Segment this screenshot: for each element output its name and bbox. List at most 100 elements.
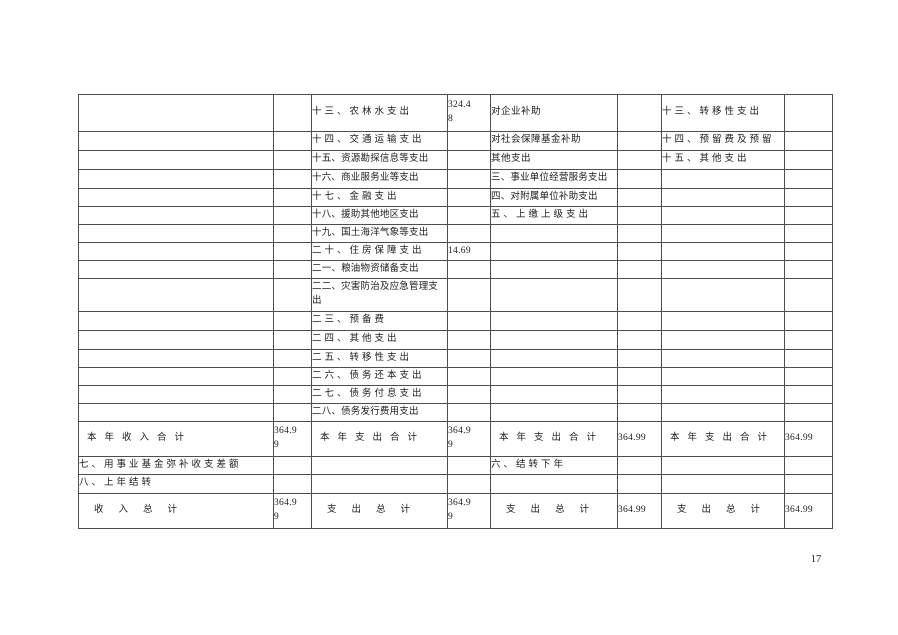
table-cell (784, 206, 833, 225)
table-cell: 对企业补助 (490, 94, 618, 132)
table-cell (311, 456, 448, 475)
table-cell (311, 474, 448, 494)
table-cell: 364.99 (617, 493, 662, 529)
table-cell (490, 330, 618, 350)
table-cell (78, 242, 274, 261)
table-cell (78, 330, 274, 350)
table-cell (78, 224, 274, 243)
table-cell (617, 367, 662, 386)
table-cell: 二三、预备费 (311, 311, 448, 331)
table-cell (78, 349, 274, 368)
table-cell (784, 456, 833, 475)
table-row: 二六、债务还本支出 (78, 367, 833, 386)
table-cell: 六、结转下年 (490, 456, 618, 475)
table-cell (447, 403, 491, 422)
table-cell (273, 94, 312, 132)
table-cell: 364.9 9 (447, 493, 491, 529)
table-cell (490, 224, 618, 243)
table-cell (490, 260, 618, 279)
table-cell: 对社会保障基金补助 (490, 131, 618, 151)
table-cell: 十五、其他支出 (661, 150, 785, 170)
table-cell (617, 456, 662, 475)
table-cell: 364.9 9 (273, 421, 312, 457)
table-cell (617, 131, 662, 151)
table-cell (661, 224, 785, 243)
table-cell (784, 385, 833, 404)
table-cell (447, 349, 491, 368)
table-cell: 364.9 9 (447, 421, 491, 457)
table-cell: 本年支出合计 (661, 421, 785, 457)
table-cell (784, 349, 833, 368)
table-row: 二七、债务付息支出 (78, 385, 833, 404)
table-cell (447, 456, 491, 475)
table-cell: 其他支出 (490, 150, 618, 170)
table-cell (273, 242, 312, 261)
table-cell: 二四、其他支出 (311, 330, 448, 350)
table-cell (661, 311, 785, 331)
table-cell (617, 242, 662, 261)
table-row: 七、用事业基金弥补收支差额 六、结转下年 (78, 456, 833, 475)
table-cell (273, 385, 312, 404)
table-cell: 二一、粮油物资储备支出 (311, 260, 448, 279)
table-cell (273, 188, 312, 207)
table-cell (661, 242, 785, 261)
table-cell (490, 278, 618, 312)
table-cell (661, 330, 785, 350)
table-cell: 本年支出合计 (311, 421, 448, 457)
table-cell (784, 311, 833, 331)
table-cell: 十三、转移性支出 (661, 94, 785, 132)
table-cell (273, 169, 312, 189)
table-row: 十六、商业服务业等支出 三、事业单位经营服务支出 (78, 169, 833, 189)
table-cell: 十九、国土海洋气象等支出 (311, 224, 448, 243)
table-cell (78, 169, 274, 189)
table-cell: 四、对附属单位补助支出 (490, 188, 618, 207)
table-cell (273, 456, 312, 475)
table-cell (784, 169, 833, 189)
table-cell (784, 278, 833, 312)
table-cell: 三、事业单位经营服务支出 (490, 169, 618, 189)
table-cell: 十三、农林水支出 (311, 94, 448, 132)
table-cell (784, 131, 833, 151)
table-cell (784, 224, 833, 243)
table-cell (447, 169, 491, 189)
table-cell (617, 260, 662, 279)
table-cell (78, 367, 274, 386)
table-cell (78, 94, 274, 132)
table-cell (447, 474, 491, 494)
table-row: 十五、资源勘探信息等支出 其他支出 十五、其他支出 (78, 150, 833, 170)
table-cell: 二十、住房保障支出 (311, 242, 448, 261)
table-cell: 十八、援助其他地区支出 (311, 206, 448, 225)
table-cell (661, 206, 785, 225)
table-row: 二二、灾害防治及应急管理支出 (78, 278, 833, 312)
table-cell (490, 349, 618, 368)
table-cell (447, 260, 491, 279)
table-cell (273, 311, 312, 331)
table-cell (490, 367, 618, 386)
table-cell (661, 456, 785, 475)
table-row: 二四、其他支出 (78, 330, 833, 350)
table-row: 本年收入合计 364.9 9 本年支出合计 364.9 9 本年支出合计 364.99 本年… (78, 421, 833, 457)
table-row: 十九、国土海洋气象等支出 (78, 224, 833, 243)
table-cell: 十六、商业服务业等支出 (311, 169, 448, 189)
table-cell (661, 403, 785, 422)
table-cell (661, 349, 785, 368)
table-cell (490, 385, 618, 404)
table-row: 十三、农林水支出 324.4 8 对企业补助 十三、转移性支出 (78, 94, 833, 132)
table-cell: 364.99 (617, 421, 662, 457)
table-cell: 二六、债务还本支出 (311, 367, 448, 386)
table-cell: 324.4 8 (447, 94, 491, 132)
table-cell (447, 206, 491, 225)
table-row: 十七、金融支出 四、对附属单位补助支出 (78, 188, 833, 207)
table-row: 十八、援助其他地区支出 五、上缴上级支出 (78, 206, 833, 225)
table-cell (273, 150, 312, 170)
table-row: 十四、交通运输支出 对社会保障基金补助 十四、预留费及预留 (78, 131, 833, 151)
table-row: 二五、转移性支出 (78, 349, 833, 368)
page-number: 17 (810, 554, 822, 565)
table-cell (273, 330, 312, 350)
table-cell (447, 131, 491, 151)
table-cell: 本年支出合计 (490, 421, 618, 457)
table-cell (661, 385, 785, 404)
table-cell (78, 385, 274, 404)
table-cell (617, 385, 662, 404)
